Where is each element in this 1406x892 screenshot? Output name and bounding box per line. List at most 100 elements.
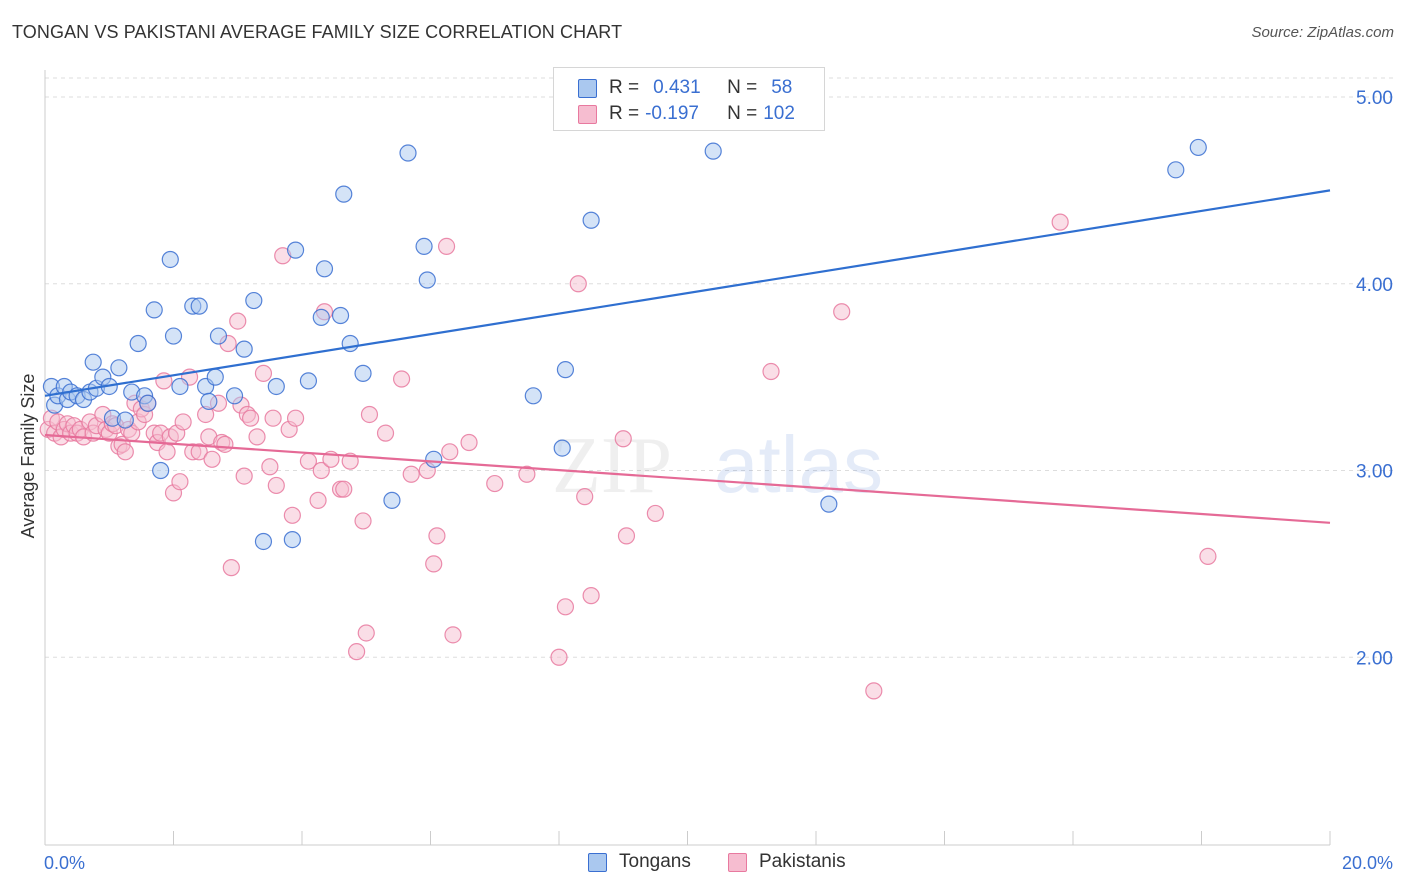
pakistanis-point xyxy=(222,559,240,577)
tongans-point xyxy=(225,387,244,405)
pakistanis-point xyxy=(569,275,587,293)
tongans-point xyxy=(200,392,218,411)
legend-row-tongans: R = 0.431 N = 58 xyxy=(578,76,792,100)
pakistanis-point xyxy=(174,413,192,431)
pakistanis-label: Pakistanis xyxy=(759,851,846,872)
pakistanis-point xyxy=(392,370,411,388)
tongans-point xyxy=(524,387,542,405)
pakistanis-point xyxy=(267,476,285,495)
pakistanis-point xyxy=(254,364,273,382)
legend-r-value: -0.197 xyxy=(645,103,699,124)
pakistanis-point xyxy=(441,443,459,461)
tongans-point xyxy=(335,185,353,203)
tongans-point xyxy=(1167,161,1185,179)
tongans-point xyxy=(235,340,253,358)
pakistanis-point xyxy=(203,450,221,468)
tongans-point xyxy=(129,334,147,353)
tongans-point xyxy=(299,372,318,390)
pakistanis-point xyxy=(116,443,134,461)
pakistanis-point xyxy=(762,362,780,381)
tongans-point xyxy=(206,368,224,386)
pakistanis-point xyxy=(437,237,456,255)
watermark-zip: ZIP xyxy=(552,422,672,510)
pakistanis-point xyxy=(486,474,504,493)
y-tick-label: 4.00 xyxy=(1356,275,1393,296)
pakistanis-point xyxy=(171,473,189,491)
legend-r-label: R = xyxy=(609,77,640,98)
tongans-point xyxy=(254,532,273,551)
pakistanis-point xyxy=(428,527,446,545)
tongans-point xyxy=(164,327,183,345)
pakistanis-point xyxy=(1199,547,1217,566)
pakistanis-point xyxy=(242,409,260,427)
pakistanis-trend-line xyxy=(44,433,1331,524)
tongans-point xyxy=(209,327,228,345)
tongans-point xyxy=(315,260,334,278)
pakistanis-point xyxy=(216,435,234,453)
bottom-legend: Tongans Pakistanis xyxy=(0,851,1406,877)
pakistanis-point xyxy=(312,461,330,480)
pakistanis-point xyxy=(518,465,536,483)
pakistanis-point xyxy=(376,424,395,442)
pakistanis-point xyxy=(158,443,176,461)
tongans-point xyxy=(152,461,170,480)
tongans-swatch xyxy=(588,852,607,872)
pakistanis-point xyxy=(229,312,247,330)
y-tick-label: 3.00 xyxy=(1356,462,1393,483)
pakistanis-point xyxy=(550,648,568,666)
tongans-point xyxy=(283,530,301,549)
legend-n-value: 102 xyxy=(763,103,795,124)
x-tick-label-max: 20.0% xyxy=(1342,853,1393,873)
tongans-point xyxy=(286,241,305,259)
pakistanis-point xyxy=(617,527,636,545)
tongans-point xyxy=(245,291,263,310)
tongans-point xyxy=(354,364,372,382)
pakistanis-point xyxy=(335,480,353,498)
grid-lines xyxy=(45,77,1395,658)
y-tick-label: 5.00 xyxy=(1356,88,1393,109)
watermark: ZIP atlas xyxy=(552,420,883,510)
tongans-point xyxy=(267,377,285,396)
pakistanis-point xyxy=(833,303,851,321)
tongans-point xyxy=(139,394,157,412)
tongans-label: Tongans xyxy=(619,851,691,872)
tongans-point xyxy=(331,306,350,325)
tongans-point xyxy=(312,308,330,326)
pakistanis-point xyxy=(576,488,594,506)
legend-row-pakistanis: R = -0.197 N = 102 xyxy=(578,102,795,126)
bottom-legend-pakistanis: Pakistanis xyxy=(728,851,846,873)
pakistanis-point xyxy=(283,506,301,524)
y-axis-label: Average Family Size xyxy=(18,374,38,539)
y-tick-label: 2.00 xyxy=(1356,648,1393,669)
legend-r-value: 0.431 xyxy=(653,77,701,98)
pakistanis-point xyxy=(460,433,478,452)
tongans-point xyxy=(116,411,134,429)
tongans-point xyxy=(425,450,443,468)
pakistanis-point xyxy=(865,682,883,700)
legend-swatch-tongans xyxy=(578,78,597,98)
pakistanis-point xyxy=(360,405,379,424)
watermark-atlas: atlas xyxy=(714,420,883,509)
pakistanis-point xyxy=(1051,213,1069,231)
tongans-point xyxy=(553,439,571,457)
legend: R = 0.431 N = 58 R = -0.197 N = 102 xyxy=(553,67,825,131)
tongans-point xyxy=(161,250,179,269)
tongans-point xyxy=(110,359,128,377)
tongans-point xyxy=(399,144,417,162)
legend-swatch-pakistanis xyxy=(578,104,597,124)
pakistanis-point xyxy=(425,555,443,573)
pakistanis-point xyxy=(309,491,327,509)
axes xyxy=(44,70,1331,846)
tongans-point xyxy=(556,361,575,379)
pakistanis-point xyxy=(402,465,420,483)
tongans-point xyxy=(1189,138,1207,157)
pakistanis-point xyxy=(190,443,208,461)
tongans-point xyxy=(820,495,838,513)
tongans-point xyxy=(582,211,600,229)
legend-n-label: N = xyxy=(727,103,758,124)
tongans-point xyxy=(418,271,436,289)
pakistanis-point xyxy=(614,430,632,448)
tongans-point xyxy=(415,237,433,255)
pakistanis-point xyxy=(235,467,253,485)
